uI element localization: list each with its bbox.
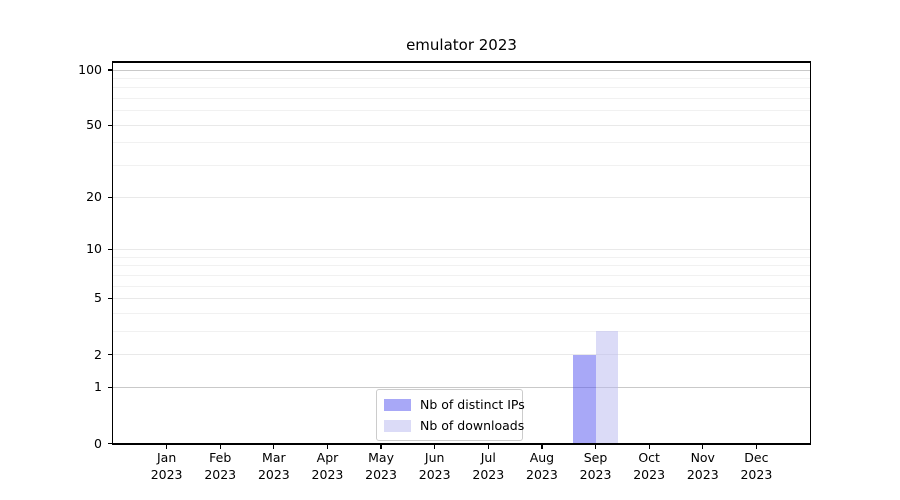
x-tick-mark-dec [755, 444, 757, 449]
gridline-y-100 [113, 69, 810, 71]
y-tick-mark-10 [108, 248, 113, 251]
x-tick-mark-nov [702, 444, 704, 449]
x-tick-mark-oct [648, 444, 650, 449]
x-tick-mark-jul [487, 444, 489, 449]
gridline-y-6 [113, 285, 810, 287]
y-tick-mark-50 [108, 124, 113, 126]
y-tick-mark-0 [108, 442, 113, 445]
legend-row-distinct-ips: Nb of distinct IPs [384, 396, 525, 413]
y-tick-mark-2 [108, 353, 113, 356]
y-axis-line [112, 61, 114, 445]
x-tick-label-aug: Aug 2023 [526, 450, 558, 482]
y-tick-mark-20 [108, 196, 113, 198]
y-tick-mark-5 [108, 297, 113, 300]
y-tick-mark-100 [108, 69, 113, 71]
gridline-y-2 [113, 354, 810, 356]
y-tick-label-10: 10 [86, 241, 102, 257]
bar-sep-downloads [595, 331, 619, 444]
y-tick-label-50: 50 [86, 117, 102, 133]
x-tick-label-may: May 2023 [365, 450, 397, 482]
x-tick-label-nov: Nov 2023 [686, 450, 719, 482]
x-tick-label-jul: Jul 2023 [472, 450, 505, 482]
gridline-y-10 [113, 248, 810, 250]
x-tick-label-sep: Sep 2023 [579, 450, 612, 482]
y-tick-label-2: 2 [94, 346, 102, 362]
y-tick-label-100: 100 [78, 62, 102, 77]
gridline-y-90 [113, 77, 810, 79]
gridline-y-9 [113, 256, 810, 258]
x-axis-line [112, 443, 811, 445]
x-tick-mark-jun [434, 444, 436, 449]
x-tick-mark-jan [166, 444, 168, 449]
y-tick-label-5: 5 [94, 290, 102, 306]
x-tick-label-apr: Apr 2023 [311, 450, 344, 482]
x-tick-label-feb: Feb 2023 [204, 450, 237, 482]
legend-swatch-downloads [384, 419, 411, 432]
plot-border-top [112, 61, 811, 63]
bar-sep-distinct-ips [572, 354, 596, 444]
y-tick-label-1: 1 [94, 379, 102, 395]
gridlines-layer [113, 62, 810, 444]
gridline-y-50 [113, 124, 810, 126]
gridline-y-4 [113, 312, 810, 314]
legend-label-downloads: Nb of downloads [420, 418, 525, 433]
gridline-y-30 [113, 165, 810, 167]
x-tick-mark-aug [541, 444, 543, 449]
x-tick-label-jan: Jan 2023 [150, 450, 183, 482]
legend: Nb of distinct IPs Nb of downloads [376, 389, 525, 441]
gridline-y-80 [113, 87, 810, 89]
chart-title: emulator 2023 [406, 36, 517, 54]
x-tick-label-mar: Mar 2023 [257, 450, 290, 482]
gridline-y-5 [113, 297, 810, 299]
y-tick-mark-1 [108, 386, 113, 388]
x-tick-mark-mar [273, 444, 275, 449]
x-tick-mark-feb [219, 444, 221, 449]
x-tick-label-dec: Dec 2023 [740, 450, 773, 482]
x-tick-label-jun: Jun 2023 [418, 450, 451, 482]
gridline-y-3 [113, 330, 810, 332]
gridline-y-7 [113, 274, 810, 276]
gridline-y-1 [113, 386, 810, 388]
legend-label-distinct-ips: Nb of distinct IPs [420, 397, 525, 412]
gridline-y-40 [113, 142, 810, 144]
x-tick-mark-sep [594, 444, 597, 449]
y-tick-label-20: 20 [86, 189, 102, 205]
gridline-y-60 [113, 110, 810, 112]
plot-area [113, 62, 810, 444]
x-tick-mark-apr [326, 444, 329, 449]
bars-layer [113, 62, 810, 444]
legend-swatch-distinct-ips [384, 398, 411, 411]
x-tick-label-oct: Oct 2023 [633, 450, 666, 482]
legend-row-downloads: Nb of downloads [384, 417, 524, 434]
plot-border-right [809, 61, 811, 445]
x-tick-mark-may [380, 444, 382, 449]
y-tick-label-0: 0 [94, 435, 102, 451]
gridline-y-8 [113, 265, 810, 267]
gridline-y-70 [113, 98, 810, 100]
gridline-y-20 [113, 196, 810, 198]
